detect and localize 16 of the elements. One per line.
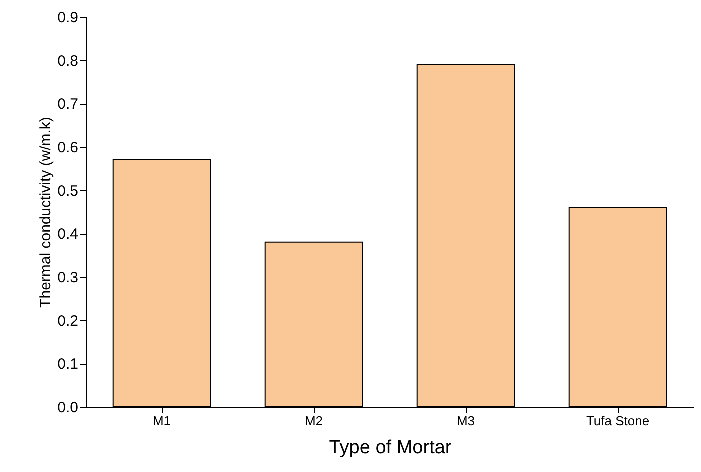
y-tick-label: 0.0 — [58, 400, 78, 416]
x-tick-label: M2 — [304, 414, 324, 428]
y-tick-label: 0.4 — [58, 226, 78, 244]
y-tick-label: 0.3 — [58, 270, 78, 286]
x-tick-label: M1 — [152, 414, 172, 428]
y-tick-label: 0.6 — [58, 140, 78, 156]
x-axis-title: Type of Mortar — [329, 438, 452, 458]
y-tick-label: 0.2 — [58, 312, 78, 330]
y-axis-title: Thermal conductivity (w/m.k) — [38, 117, 55, 308]
x-tick-label: Tufa Stone — [586, 414, 650, 428]
y-tick-label: 0.8 — [58, 52, 78, 70]
x-tick-label: M3 — [456, 414, 476, 428]
y-tick-label: 0.5 — [58, 182, 78, 200]
y-tick-label: 0.7 — [58, 96, 78, 114]
y-tick-label: 0.9 — [58, 10, 78, 26]
y-tick-label: 0.1 — [58, 356, 78, 374]
